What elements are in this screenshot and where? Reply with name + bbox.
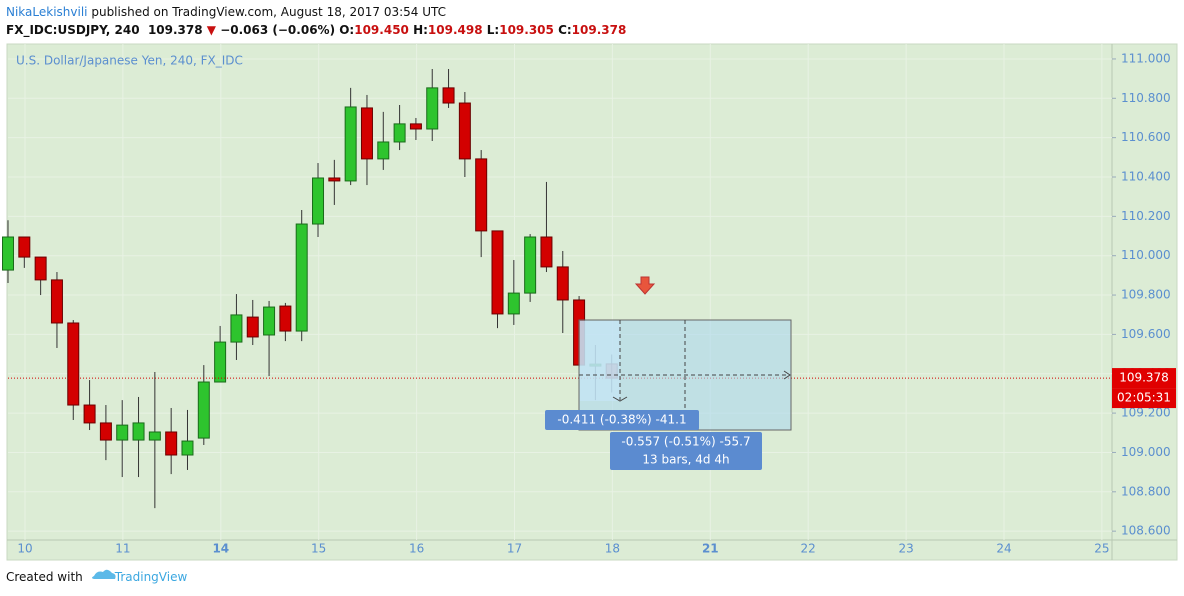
measure-tool: -0.411 (-0.38%) -41.1 -0.557 (-0.51%) -5… [545,319,792,470]
candle-body [132,422,145,441]
footer: Created with TradingView [6,570,187,584]
candle-body [2,236,14,271]
x-tick-label: 23 [898,542,913,556]
measure-label: 13 bars, 4d 4h [642,453,729,467]
candle-body [524,236,537,294]
created-with: Created with [6,570,83,584]
candle-body [148,431,161,441]
o-label: O: [339,23,355,37]
x-tick-label: 17 [507,542,522,556]
y-tick-label: 110.600 [1121,130,1171,144]
candle-body [34,256,47,281]
y-tick-label: 110.800 [1121,91,1171,105]
c: 109.378 [571,23,627,37]
arrow: ▼ [206,23,217,37]
chart-title: U.S. Dollar/Japanese Yen, 240, FX_IDC [16,54,243,68]
candle-body [556,266,569,301]
change: −0.063 (−0.06%) [220,23,336,37]
x-tick-label: 10 [17,542,32,556]
candle-body [393,123,406,143]
x-tick-label: 21 [702,542,719,556]
candle-body [540,236,553,268]
measure-arrow [783,370,791,380]
measure-band [580,321,620,401]
brand[interactable]: TradingView [114,570,188,584]
measure-label: -0.411 (-0.38%) -41.1 [557,413,686,427]
candle-body [442,87,455,104]
candle-body [295,223,308,332]
candle-body [344,106,357,182]
price-box [1112,368,1176,389]
author[interactable]: NikaLekishvili [6,5,88,19]
candle-body [165,431,178,456]
y-tick-label: 108.600 [1121,524,1171,538]
header-line-2: FX_IDC:USDJPY, 240 109.378 ▼ −0.063 (−0.… [6,21,626,39]
y-tick-label: 111.000 [1121,51,1171,65]
candle-body [409,123,422,130]
measure-label-box [610,432,762,470]
y-tick-label: 108.800 [1121,484,1171,498]
header-line-1: NikaLekishvili published on TradingView.… [6,3,626,21]
x-tick-label: 15 [311,542,326,556]
candle-body [181,440,194,456]
countdown-label: 02:05:31 [1117,391,1171,405]
l: 109.305 [499,23,554,37]
candle-body [50,279,63,324]
x-tick-label: 14 [212,542,229,556]
o: 109.450 [354,23,409,37]
l-label: L: [486,23,500,37]
header: NikaLekishvili published on TradingView.… [6,3,626,39]
countdown-box [1112,388,1176,409]
candle-body [475,158,488,232]
candle-body [18,236,31,258]
candle-body [246,316,259,338]
y-tick-label: 109.600 [1121,327,1171,341]
candle-body [230,314,243,343]
logo [92,569,116,579]
x-tick-label: 18 [605,542,620,556]
candle-body [214,341,227,383]
candle-body [328,177,341,182]
sell-arrow [634,276,656,295]
candle-body [197,381,210,439]
candle-body [263,306,276,336]
published: published on TradingView.com, August 18,… [91,5,447,19]
candle-body [279,305,292,332]
measure-arrow [612,396,628,402]
x-tick-label: 24 [996,542,1011,556]
y-tick-label: 109.800 [1121,288,1171,302]
candle-body [507,292,520,315]
x-tick-label: 11 [115,542,130,556]
candle-body [491,230,504,315]
y-tick-label: 110.400 [1121,170,1171,184]
candle-body [426,87,439,130]
y-tick-label: 110.200 [1121,209,1171,223]
candle-body [99,422,112,441]
candle-body [360,107,373,160]
c-label: C: [558,23,572,37]
candle-body [377,141,390,160]
h: 109.498 [427,23,483,37]
measure-label: -0.557 (-0.51%) -55.7 [621,435,750,449]
chart-panel [6,43,1178,561]
x-tick-label: 22 [801,542,816,556]
symbol: FX_IDC:USDJPY, 240 [6,23,140,37]
candle-body [116,424,129,441]
y-tick-label: 109.000 [1121,445,1171,459]
candle-body [83,404,96,424]
candle-body [458,102,471,160]
price-label: 109.378 [1119,371,1169,385]
candle-body [67,322,80,406]
price: 109.378 [147,23,203,37]
h-label: H: [413,23,428,37]
x-tick-label: 25 [1094,542,1109,556]
measure-label-box [545,410,699,430]
x-tick-label: 16 [409,542,424,556]
y-tick-label: 109.200 [1121,406,1171,420]
y-tick-label: 110.000 [1121,248,1171,262]
candle-body [312,177,325,225]
